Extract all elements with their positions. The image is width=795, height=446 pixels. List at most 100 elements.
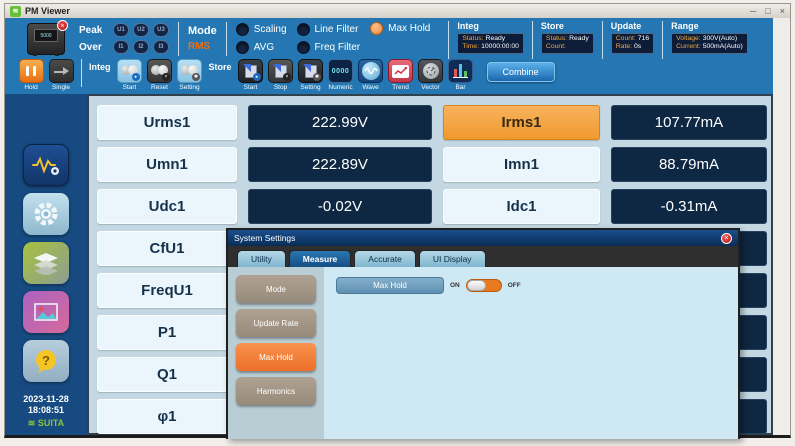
trend-view-button[interactable]: Trend: [387, 59, 415, 91]
over-indicator-i3: I3: [153, 40, 169, 54]
integ-setting-button[interactable]: ✱ Setting: [176, 59, 204, 91]
settings-button-update-rate[interactable]: Update Rate: [236, 309, 316, 337]
avg-toggle[interactable]: AVG: [235, 41, 287, 54]
store-setting-icon: ✱: [298, 59, 324, 83]
measurement-label[interactable]: Urms1: [97, 105, 237, 140]
mode-block: Mode RMS: [188, 25, 217, 52]
measurement-value: -0.02V: [248, 189, 432, 224]
store-start-button[interactable]: ▸ Start: [237, 59, 265, 91]
peak-label: Peak: [79, 24, 103, 36]
info-section-title: Store: [540, 20, 564, 31]
sidebar-layers-button[interactable]: [23, 242, 69, 284]
max-hold-label: Max Hold: [388, 23, 431, 34]
mode-label: Mode: [188, 25, 217, 37]
info-section-range: Range Voltage: 300V(Auto) Current: 500mA(Aut…: [671, 21, 748, 54]
measurement-label[interactable]: Irms1: [443, 105, 600, 140]
dialog-title-bar: System Settings ×: [228, 230, 738, 246]
measurement-label[interactable]: Idc1: [443, 189, 600, 224]
numeric-view-button[interactable]: 0000 Numeric: [327, 59, 355, 91]
measurement-label[interactable]: Udc1: [97, 189, 237, 224]
mode-value: RMS: [188, 41, 211, 52]
measurement-label[interactable]: P1: [97, 315, 237, 350]
close-button[interactable]: ×: [779, 6, 785, 16]
line-filter-radio-icon[interactable]: [296, 23, 310, 36]
divider: [531, 20, 533, 59]
sidebar-image-view-button[interactable]: [23, 291, 69, 333]
info-box: Count: 716 Rate: 0s: [610, 32, 655, 54]
sidebar: ? 2023-11-28 18:08:51 ≋ SUITA: [5, 94, 87, 435]
info-line: Count: 716: [615, 34, 650, 42]
scaling-toggle[interactable]: Scaling: [235, 23, 287, 36]
info-line: Rate: 0s: [615, 43, 642, 50]
dialog-close-button[interactable]: ×: [721, 232, 732, 244]
measurement-label[interactable]: Imn1: [443, 147, 600, 182]
sidebar-numeric-meter-button[interactable]: [23, 144, 69, 186]
combine-button[interactable]: Combine: [486, 62, 555, 82]
integ-start-icon: ▸: [117, 59, 142, 83]
store-start-icon: ▸: [238, 59, 264, 83]
date-text: 2023-11-28: [23, 394, 69, 404]
scaling-radio-icon[interactable]: [235, 23, 249, 36]
integ-group-label: Integ: [89, 62, 111, 72]
wave-view-button[interactable]: Wave: [357, 59, 385, 91]
measurement-label[interactable]: Q1: [97, 357, 237, 392]
tab-ui-display[interactable]: UI Display: [418, 250, 486, 267]
minimize-button[interactable]: ─: [749, 6, 757, 16]
measurement-label[interactable]: CfU1: [97, 231, 237, 266]
integ-start-button[interactable]: ▸ Start: [116, 59, 144, 91]
vector-view-button[interactable]: Vector: [417, 59, 445, 91]
measurement-label[interactable]: φ1: [97, 399, 237, 434]
max-hold-radio-icon[interactable]: [370, 22, 384, 35]
power-meter-device-icon[interactable]: 5000 ×: [27, 19, 68, 56]
integ-reset-button[interactable]: × Reset: [146, 59, 174, 91]
vector-icon: [418, 59, 444, 83]
line-filter-toggle[interactable]: Line Filter: [296, 23, 361, 36]
device-screen: 5000: [34, 28, 58, 42]
divider: [225, 21, 227, 56]
freq-filter-radio-icon[interactable]: [296, 41, 310, 54]
over-indicator-i1: I1: [113, 40, 129, 54]
maximize-button[interactable]: □: [765, 6, 771, 16]
info-line: Status: Ready: [462, 34, 506, 42]
tab-utility[interactable]: Utility: [237, 250, 286, 267]
measurement-label[interactable]: FreqU1: [97, 273, 237, 308]
peak-indicator-u3: U3: [153, 23, 169, 37]
wave-icon: [358, 59, 384, 83]
settings-button-mode[interactable]: Mode: [236, 275, 316, 303]
divider: [601, 20, 603, 59]
window-title: PM Viewer: [25, 6, 70, 16]
sidebar-help-button[interactable]: ?: [23, 340, 69, 382]
sidebar-settings-button[interactable]: [23, 193, 69, 235]
hold-button[interactable]: Hold: [17, 59, 45, 91]
dialog-title: System Settings: [234, 233, 296, 243]
freq-filter-toggle[interactable]: Freq Filter: [296, 41, 360, 54]
measurement-value: 222.89V: [248, 147, 432, 182]
measurement-label[interactable]: Umn1: [97, 147, 237, 182]
store-setting-button[interactable]: ✱ Setting: [297, 59, 325, 91]
info-section-update: Update Count: 716 Rate: 0s: [610, 21, 655, 54]
store-stop-button[interactable]: × Stop: [267, 59, 295, 91]
store-stop-icon: ×: [268, 59, 294, 83]
tab-measure[interactable]: Measure: [288, 250, 352, 267]
arrow-right-icon: [48, 59, 74, 83]
single-button[interactable]: Single: [47, 59, 75, 91]
tab-accurate[interactable]: Accurate: [354, 250, 416, 267]
window-right-frame: [771, 18, 790, 435]
max-hold-toggle[interactable]: Max Hold: [370, 22, 430, 35]
header-toolbar: 5000 × Peak U1 U2 U3 Over I1 I2 I3 Mode RMS: [5, 18, 773, 94]
integ-setting-icon: ✱: [177, 59, 202, 83]
timestamp: 2023-11-28 18:08:51 ≋ SUITA: [23, 394, 69, 429]
settings-button-max-hold[interactable]: Max Hold: [236, 343, 316, 371]
avg-radio-icon[interactable]: [235, 41, 249, 54]
store-group-label: Store: [208, 62, 232, 72]
toggle-knob[interactable]: [466, 280, 486, 291]
max-hold-toggle-switch[interactable]: [465, 279, 502, 292]
divider: [81, 59, 82, 87]
bar-view-button[interactable]: Bar: [447, 59, 475, 91]
settings-button-harmonics[interactable]: Harmonics: [236, 377, 316, 405]
numeric-digits-icon: 0000: [328, 59, 354, 83]
peak-indicator-u2: U2: [133, 23, 149, 37]
dialog-side-panel: Mode Update Rate Max Hold Harmonics: [228, 267, 324, 439]
info-section-title: Range: [671, 20, 699, 31]
brand-logo-text: ≋ SUITA: [27, 418, 65, 428]
